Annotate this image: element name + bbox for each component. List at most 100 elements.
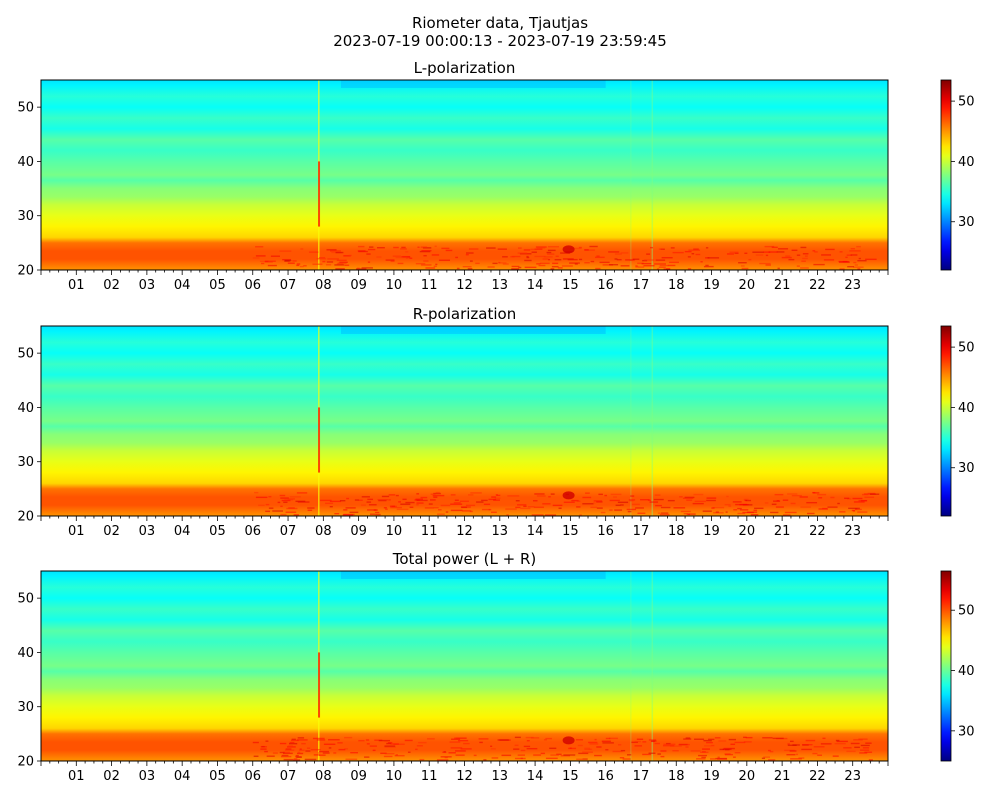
x-tick-label: 13 [492,524,509,539]
x-tick-label: 11 [421,278,438,293]
heatmap-texture [252,571,873,761]
x-tick-label: 09 [350,524,367,539]
panel-title: R-polarization [413,305,516,323]
x-tick-label: 18 [668,278,685,293]
x-tick-label: 08 [315,278,332,293]
y-tick-label: 20 [17,510,34,525]
x-tick-label: 01 [68,769,85,784]
x-tick-label: 22 [809,278,826,293]
colorbar-tick-label: 40 [958,664,975,679]
y-tick-label: 20 [17,755,34,770]
x-tick-label: 18 [668,769,685,784]
panels: L-polarization 01 02 03 04 05 06 07 08 09 10 11 12 13… [17,59,974,784]
x-tick-label: 05 [209,278,226,293]
x-tick-label: 09 [350,769,367,784]
colorbar [940,325,952,517]
x-tick-label: 22 [809,769,826,784]
x-tick-label: 17 [633,524,650,539]
x-tick-label: 01 [68,524,85,539]
x-tick-label: 20 [739,769,756,784]
y-tick-label: 50 [17,347,34,362]
x-tick-label: 08 [315,524,332,539]
heatmap-image [41,326,888,516]
x-tick-label: 14 [527,278,544,293]
x-tick-label: 07 [280,278,297,293]
panel-3: Total power (L + R) 01 02 03 04 05 06 07 08 09 10 1… [17,550,974,784]
x-tick-label: 21 [774,769,791,784]
y-tick-label: 40 [17,155,34,170]
x-tick-label: 15 [562,524,579,539]
x-tick-label: 19 [703,769,720,784]
x-tick-label: 14 [527,769,544,784]
x-tick-label: 16 [597,524,614,539]
y-tick-label: 30 [17,455,34,470]
colorbar-tick-label: 50 [958,604,975,619]
x-tick-label: 12 [456,524,473,539]
figure-title-line2: 2023-07-19 00:00:13 - 2023-07-19 23:59:4… [333,32,667,50]
x-tick-label: 16 [597,278,614,293]
y-tick-label: 30 [17,700,34,715]
x-tick-label: 06 [244,769,261,784]
x-tick-label: 17 [633,278,650,293]
figure-title-line1: Riometer data, Tjautjas [412,14,588,32]
x-tick-label: 07 [280,769,297,784]
x-tick-label: 04 [174,524,191,539]
colorbar-tick-label: 30 [958,215,975,230]
colorbar-tick-label: 50 [958,95,975,110]
x-tick-label: 12 [456,278,473,293]
x-tick-label: 21 [774,278,791,293]
x-tick-label: 06 [244,278,261,293]
x-tick-label: 18 [668,524,685,539]
x-tick-label: 02 [103,769,120,784]
x-tick-label: 17 [633,769,650,784]
colorbar-tick-label: 30 [958,461,975,476]
x-tick-label: 03 [139,769,156,784]
y-tick-label: 40 [17,646,34,661]
x-tick-label: 04 [174,278,191,293]
colorbar-tick-label: 50 [958,341,975,356]
x-tick-label: 10 [386,278,403,293]
y-tick-label: 50 [17,101,34,116]
x-tick-label: 15 [562,278,579,293]
heatmap-texture [254,326,880,516]
colorbar-tick-label: 40 [958,401,975,416]
x-tick-label: 10 [386,769,403,784]
x-tick-label: 02 [103,278,120,293]
x-tick-label: 03 [139,524,156,539]
x-tick-label: 05 [209,769,226,784]
y-tick-label: 40 [17,401,34,416]
x-tick-label: 21 [774,524,791,539]
y-tick-label: 20 [17,264,34,279]
x-tick-label: 13 [492,278,509,293]
y-tick-label: 50 [17,592,34,607]
heatmap-image [41,80,888,270]
x-tick-label: 08 [315,769,332,784]
x-tick-label: 13 [492,769,509,784]
x-tick-label: 06 [244,524,261,539]
x-tick-label: 04 [174,769,191,784]
y-tick-label: 30 [17,209,34,224]
x-tick-label: 23 [844,769,861,784]
colorbar [940,570,952,762]
x-tick-label: 22 [809,524,826,539]
heatmap-texture [252,80,877,270]
x-tick-label: 09 [350,278,367,293]
x-tick-label: 01 [68,278,85,293]
x-tick-label: 03 [139,278,156,293]
panel-2: R-polarization 01 02 03 04 05 06 07 08 09 10 11 12 13… [17,305,974,539]
x-tick-label: 19 [703,524,720,539]
x-tick-label: 11 [421,524,438,539]
x-tick-label: 23 [844,524,861,539]
x-tick-label: 23 [844,278,861,293]
panel-1: L-polarization 01 02 03 04 05 06 07 08 09 10 11 12 13… [17,59,974,293]
x-tick-label: 15 [562,769,579,784]
x-tick-label: 14 [527,524,544,539]
colorbar-tick-label: 30 [958,724,975,739]
x-tick-label: 02 [103,524,120,539]
x-tick-label: 20 [739,278,756,293]
x-tick-label: 12 [456,769,473,784]
x-tick-label: 16 [597,769,614,784]
panel-title: L-polarization [414,59,516,77]
x-tick-label: 19 [703,278,720,293]
